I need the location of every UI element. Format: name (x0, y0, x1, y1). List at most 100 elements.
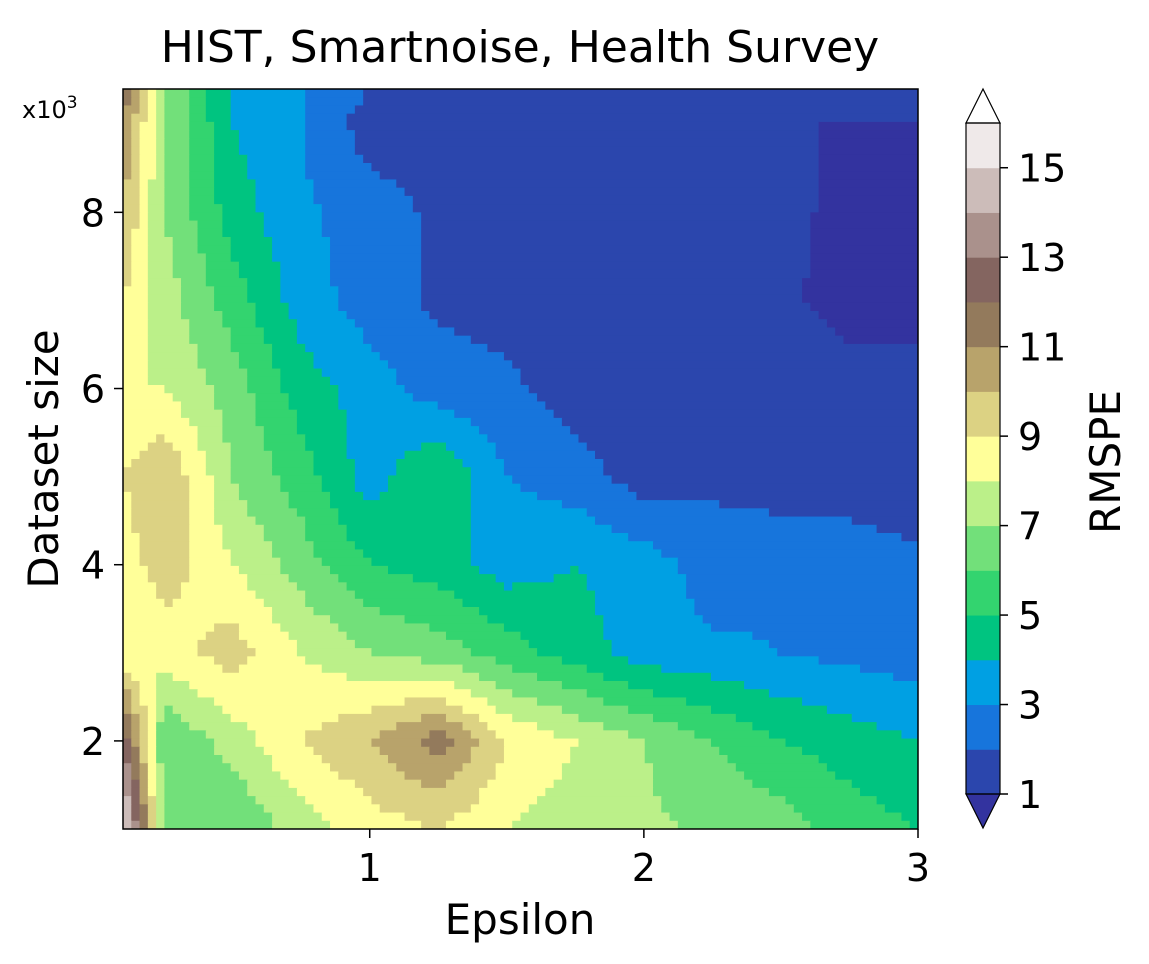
contour-cell (180, 294, 215, 304)
contour-cell (123, 796, 132, 805)
contour-cell (156, 434, 166, 444)
contour-cell (189, 146, 215, 156)
contour-cell (396, 467, 472, 477)
contour-cell (205, 467, 232, 477)
contour-cell (123, 804, 132, 814)
contour-cell (123, 730, 132, 740)
contour-cell (123, 450, 141, 460)
contour-cell (147, 565, 190, 575)
contour-cell (238, 261, 281, 271)
contour-cell (230, 450, 273, 460)
y-multiplier-base: x10 (22, 96, 67, 124)
contour-cell (214, 294, 248, 304)
contour-cell (156, 121, 166, 131)
contour-cell (189, 319, 223, 329)
contour-cell (354, 146, 820, 156)
contour-cell (296, 787, 364, 797)
contour-cell (338, 713, 422, 723)
contour-cell (123, 639, 199, 649)
contour-cell (412, 204, 820, 213)
contour-cell (123, 179, 141, 189)
contour-cell (164, 713, 182, 723)
contour-cell (396, 459, 464, 468)
contour-cell (371, 163, 820, 172)
contour-cell (156, 820, 166, 829)
contour-cell (470, 746, 505, 756)
contour-cell (123, 582, 157, 592)
contour-cell (421, 261, 811, 271)
contour-cell (123, 664, 223, 674)
contour-cell (288, 302, 339, 312)
contour-cell (156, 713, 166, 723)
contour-cell (247, 574, 290, 583)
contour-cell (123, 590, 157, 600)
y-multiplier-label: x103 (22, 93, 78, 124)
contour-cell (445, 746, 472, 756)
contour-cell (346, 524, 472, 534)
colorbar-tick-label: 3 (1018, 684, 1042, 728)
contour-cell (164, 187, 190, 197)
contour-cell (139, 533, 190, 542)
contour-cell (123, 171, 132, 181)
contour-cell (346, 426, 480, 435)
contour-cell (131, 146, 141, 156)
colorbar-band (966, 525, 1000, 571)
contour-cell (280, 269, 331, 279)
contour-cell (123, 261, 132, 271)
contour-cell (139, 722, 149, 731)
contour-cell (479, 787, 546, 797)
contour-cell (255, 590, 306, 600)
contour-cell (321, 220, 422, 230)
contour-cell (429, 730, 447, 740)
contour-cell (131, 771, 141, 781)
contour-cell (578, 738, 646, 748)
contour-cell (214, 656, 248, 666)
contour-cell (280, 286, 339, 296)
contour-cell (214, 483, 240, 493)
contour-cell (230, 335, 265, 345)
contour-cell (255, 738, 306, 748)
contour-cell (247, 368, 281, 378)
contour-cell (305, 590, 356, 600)
contour-cell (263, 426, 298, 435)
contour-cell (462, 722, 488, 731)
contour-cell (147, 212, 165, 222)
colorbar-over-extension (965, 87, 1001, 124)
contour-cell (586, 574, 687, 583)
contour-cell (371, 557, 472, 567)
contour-cell (487, 615, 604, 625)
contour-cell (147, 746, 157, 756)
contour-cell (247, 639, 298, 649)
contour-cell (147, 755, 157, 764)
contour-cell (189, 97, 207, 107)
contour-cell (255, 648, 298, 657)
contour-cell (321, 228, 422, 238)
contour-cell (744, 681, 918, 690)
contour-cell (147, 228, 165, 238)
contour-cell (330, 500, 472, 509)
contour-cell (238, 771, 281, 781)
contour-cell (429, 311, 820, 320)
contour-cell (230, 121, 306, 131)
contour-cell (810, 237, 918, 246)
contour-cell (694, 607, 918, 616)
contour-cell (313, 467, 356, 477)
contour-cell (272, 820, 331, 829)
contour-cell (123, 228, 132, 238)
contour-cell (164, 105, 190, 115)
contour-cell (147, 779, 157, 789)
contour-cell (404, 771, 455, 781)
contour-cell (205, 113, 232, 123)
contour-cell (131, 722, 141, 731)
contour-cell (197, 228, 223, 238)
contour-cell (131, 491, 190, 501)
contour-cell (338, 623, 430, 633)
contour-cell (578, 565, 679, 575)
contour-cell (230, 113, 306, 123)
contour-cell (818, 171, 918, 181)
contour-cell (305, 89, 364, 98)
contour-cell (139, 212, 149, 222)
contour-cell (230, 105, 306, 115)
contour-cell (139, 163, 157, 172)
contour-cell (156, 113, 166, 123)
